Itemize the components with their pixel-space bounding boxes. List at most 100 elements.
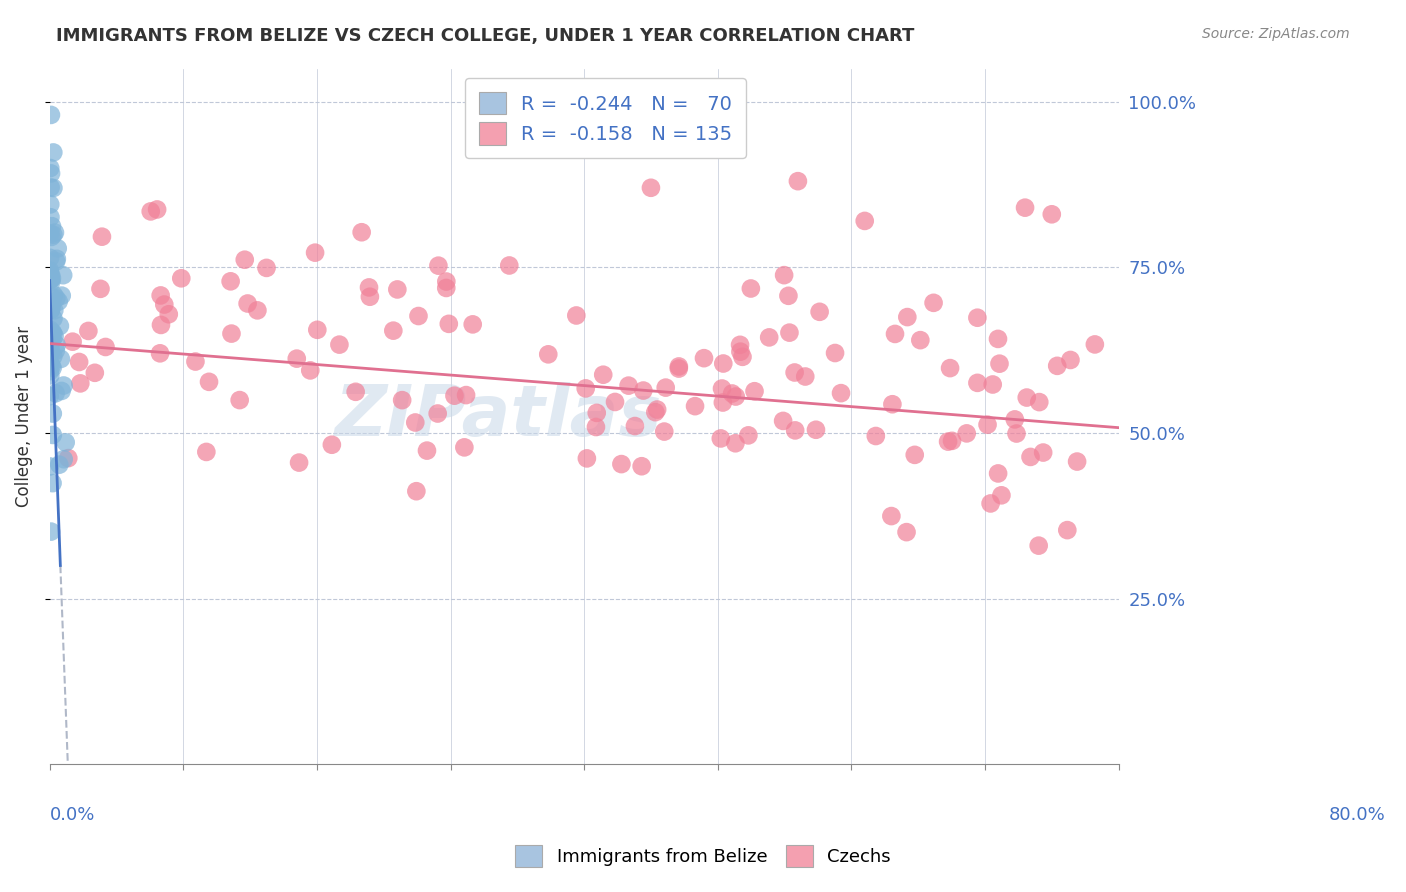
Point <box>966 376 988 390</box>
Point <box>42 349 65 363</box>
Point <box>42 311 65 326</box>
Point <box>405 484 427 499</box>
Point <box>344 384 367 399</box>
Point <box>731 350 754 364</box>
Point <box>865 429 887 443</box>
Point <box>437 317 460 331</box>
Point <box>1066 454 1088 468</box>
Point <box>55 435 77 450</box>
Point <box>434 275 457 289</box>
Point <box>94 340 117 354</box>
Point <box>711 395 734 409</box>
Point <box>39 273 62 287</box>
Text: ZIPatlas: ZIPatlas <box>335 382 662 450</box>
Point <box>256 260 278 275</box>
Point <box>39 299 62 313</box>
Point <box>730 344 752 359</box>
Point <box>922 295 945 310</box>
Point <box>910 333 932 347</box>
Point <box>391 393 413 408</box>
Point <box>1046 359 1069 373</box>
Point <box>724 390 747 404</box>
Text: 0.0%: 0.0% <box>49 806 96 824</box>
Point <box>408 309 430 323</box>
Point <box>42 227 65 242</box>
Point <box>737 428 759 442</box>
Point <box>46 241 69 255</box>
Point <box>41 230 63 244</box>
Point <box>728 338 751 352</box>
Point <box>307 323 329 337</box>
Point <box>184 354 207 368</box>
Point <box>170 271 193 285</box>
Point <box>285 351 308 366</box>
Point <box>44 303 66 318</box>
Point <box>610 457 633 471</box>
Point <box>565 309 588 323</box>
Point <box>785 423 807 437</box>
Point <box>592 368 614 382</box>
Point <box>711 382 734 396</box>
Point <box>461 318 484 332</box>
Point <box>49 318 72 333</box>
Point <box>48 458 70 472</box>
Point <box>41 476 63 491</box>
Point <box>758 330 780 344</box>
Point <box>195 445 218 459</box>
Point <box>39 341 62 355</box>
Point <box>42 288 65 302</box>
Point <box>453 441 475 455</box>
Point <box>981 377 1004 392</box>
Point <box>350 225 373 239</box>
Point <box>724 436 747 450</box>
Point <box>39 364 62 378</box>
Point <box>52 452 75 467</box>
Legend: R =  -0.244   N =   70, R =  -0.158   N = 135: R = -0.244 N = 70, R = -0.158 N = 135 <box>465 78 747 158</box>
Point <box>537 347 560 361</box>
Point <box>38 389 60 403</box>
Point <box>304 245 326 260</box>
Point <box>45 386 67 401</box>
Point <box>42 407 65 421</box>
Point <box>146 202 169 217</box>
Point <box>41 296 63 310</box>
Point <box>1015 391 1038 405</box>
Point <box>721 386 744 401</box>
Point <box>149 318 172 332</box>
Point <box>42 181 65 195</box>
Point <box>328 337 350 351</box>
Text: Source: ZipAtlas.com: Source: ZipAtlas.com <box>1202 27 1350 41</box>
Point <box>49 351 72 366</box>
Point <box>454 388 477 402</box>
Point <box>794 369 817 384</box>
Point <box>498 259 520 273</box>
Point <box>42 428 65 442</box>
Point <box>246 303 269 318</box>
Point <box>711 357 734 371</box>
Point <box>710 432 733 446</box>
Point <box>987 332 1010 346</box>
Point <box>39 166 62 180</box>
Point <box>787 174 810 188</box>
Point <box>1032 445 1054 459</box>
Point <box>633 384 655 398</box>
Point <box>38 266 60 280</box>
Point <box>52 378 75 392</box>
Point <box>39 268 62 282</box>
Point <box>683 399 706 413</box>
Point <box>236 296 259 310</box>
Point <box>83 366 105 380</box>
Point <box>89 282 111 296</box>
Point <box>404 416 426 430</box>
Point <box>693 351 716 366</box>
Point <box>38 327 60 342</box>
Point <box>69 376 91 391</box>
Point <box>956 426 979 441</box>
Point <box>45 343 67 358</box>
Point <box>221 326 243 341</box>
Point <box>778 289 800 303</box>
Point <box>45 338 67 352</box>
Point <box>506 141 529 155</box>
Point <box>62 334 84 349</box>
Point <box>740 281 762 295</box>
